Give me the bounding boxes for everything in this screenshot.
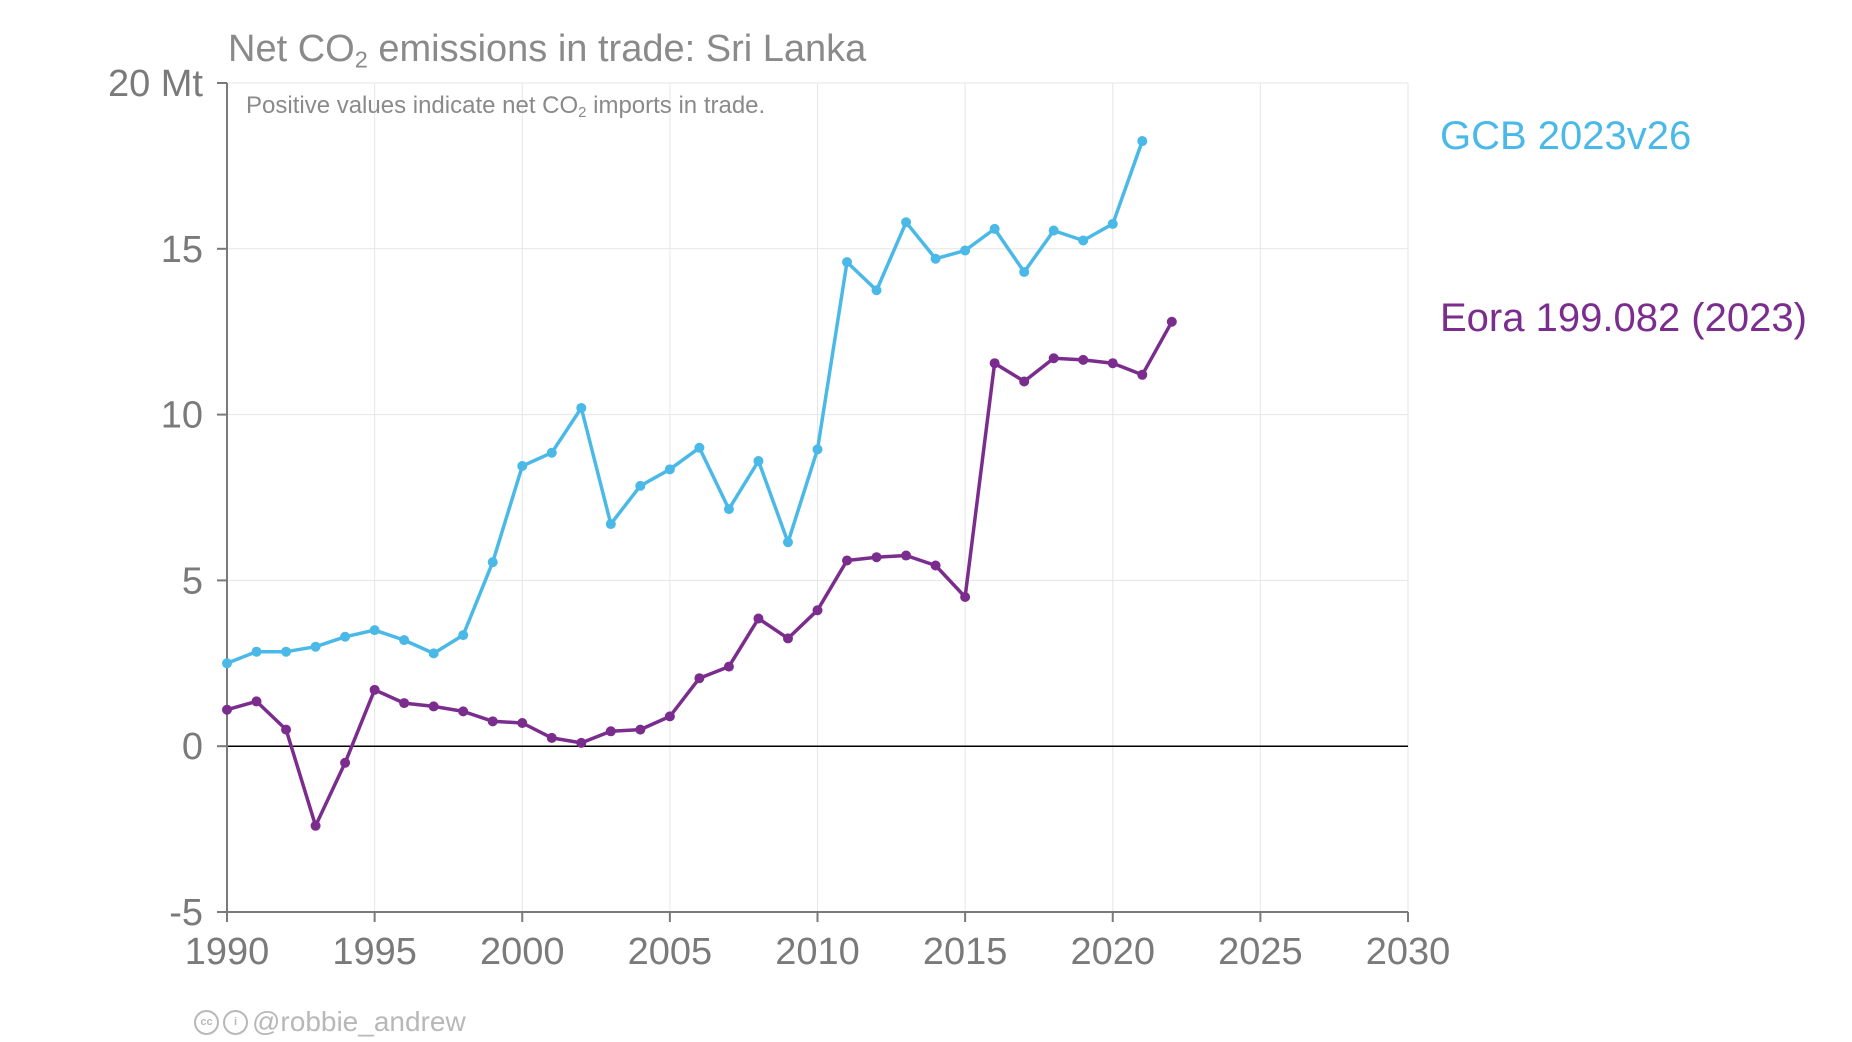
series-point-0 [842,257,853,268]
series-point-0 [281,646,292,657]
series-point-0 [723,504,734,515]
credit: cc i @robbie_andrew [194,1006,466,1038]
series-point-1 [222,704,232,715]
series-point-0 [369,625,380,636]
x-tick-label: 1995 [332,931,417,973]
series-point-0 [1019,267,1030,278]
series-point-1 [487,716,498,727]
series-point-1 [753,613,764,624]
series-point-0 [576,402,587,413]
y-tick-label: 0 [182,726,203,768]
series-point-1 [399,698,410,709]
y-tick-label: 5 [182,560,203,602]
series-point-0 [989,223,1000,234]
series-point-1 [1107,358,1118,369]
series-point-0 [1137,136,1148,147]
series [222,136,1177,831]
series-point-1 [369,684,380,695]
legend-gcb: GCB 2023v26 [1440,114,1692,158]
series-point-1 [251,696,262,707]
series-point-1 [281,724,292,735]
x-tick-label: 2000 [480,931,565,973]
x-tick-label: 2020 [1070,931,1155,973]
series-point-0 [1107,218,1118,229]
series-line-1 [225,320,1174,828]
series-point-1 [605,726,616,737]
series-point-1 [458,706,469,717]
series-point-1 [960,591,971,602]
series-point-0 [222,658,232,669]
x-tick-label: 1990 [185,931,270,973]
grid [227,82,1409,912]
series-point-1 [517,717,528,728]
series-point-0 [310,641,321,652]
chart-subtitle: Positive values indicate net CO2 imports… [246,92,766,122]
x-tick-label: 2010 [775,931,860,973]
ticks: 1990 1995 2000 2005 2010 2015 2020 2025 2030 -5 0 5… [108,63,1450,973]
series-point-1 [871,552,882,563]
credit-handle: @robbie_andrew [252,1006,466,1037]
series-point-0 [605,519,616,530]
series-point-0 [812,444,823,455]
series-point-0 [664,464,675,475]
chart-title: Net CO2 emissions in trade: Sri Lanka [228,28,867,73]
series-point-0 [340,631,351,642]
series-point-1 [340,757,351,768]
series-point-0 [871,285,882,296]
y-tick-label: 15 [161,229,203,271]
series-point-0 [546,447,557,458]
series-point-1 [812,605,823,616]
series-point-0 [694,442,705,453]
series-point-0 [428,648,439,659]
series-point-1 [310,820,321,831]
series-point-0 [930,253,941,264]
x-tick-label: 2005 [628,931,713,973]
y-tick-label: 10 [161,395,203,437]
x-tick-label: 2025 [1218,931,1303,973]
y-tick-label: 20 Mt [108,63,203,105]
series-point-0 [960,245,971,256]
series-point-1 [1078,354,1089,365]
by-icon: i [223,1009,248,1035]
axes [217,82,1409,922]
series-point-1 [901,550,912,561]
series-point-0 [487,557,498,568]
series-point-1 [1137,369,1148,380]
y-tick-label: -5 [169,892,203,934]
series-point-1 [989,358,1000,369]
cc-icon: cc [194,1009,219,1035]
series-point-1 [723,661,734,672]
series-point-1 [930,560,941,571]
series-point-1 [576,737,587,748]
series-point-1 [546,732,557,743]
x-tick-label: 2030 [1366,931,1451,973]
series-point-0 [635,480,646,491]
x-tick-label: 2015 [923,931,1008,973]
series-point-0 [399,635,410,646]
legend-eora: Eora 199.082 (2023) [1440,296,1807,340]
series-point-0 [458,630,469,641]
series-point-1 [1166,316,1177,327]
series-point-1 [842,555,853,566]
series-point-0 [517,460,528,471]
series-point-1 [664,711,675,722]
series-point-1 [1048,353,1059,364]
series-point-1 [428,701,439,712]
series-point-1 [1019,376,1030,387]
series-line-0 [225,139,1145,666]
series-point-0 [1048,225,1059,236]
series-point-1 [694,673,705,684]
series-point-0 [251,646,262,657]
series-point-0 [753,456,764,467]
series-point-0 [782,537,793,548]
series-point-1 [782,633,793,644]
series-point-0 [1078,235,1089,246]
series-point-1 [635,724,646,735]
series-point-0 [901,217,912,228]
